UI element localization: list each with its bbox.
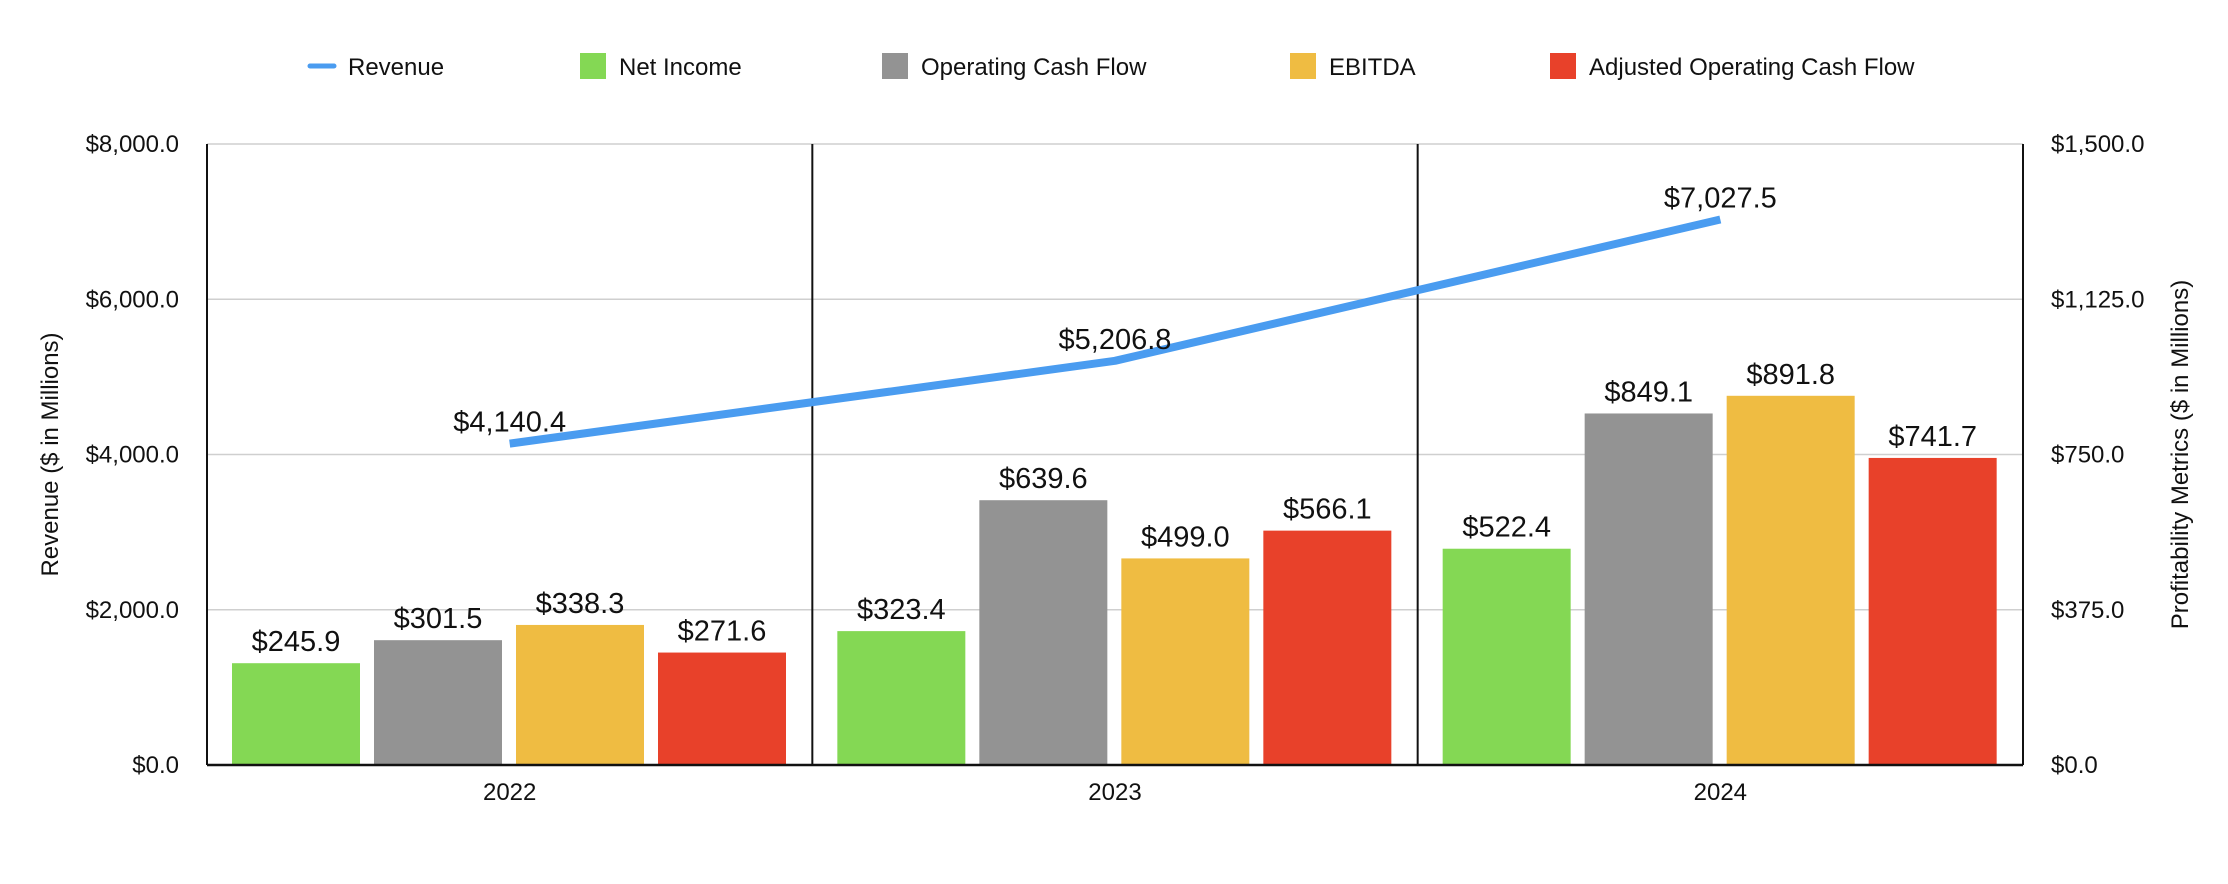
bar-data-label: $849.1 xyxy=(1604,376,1693,408)
y-right-tick-label: $0.0 xyxy=(2051,752,2098,779)
bar xyxy=(658,652,786,765)
legend-label: Net Income xyxy=(619,54,742,81)
y-left-tick-label: $6,000.0 xyxy=(86,286,179,313)
bar-data-label: $271.6 xyxy=(678,616,767,648)
bar xyxy=(1584,413,1713,765)
x-tick-label: 2023 xyxy=(1088,779,1141,806)
legend-item: EBITDA xyxy=(1290,53,1416,81)
bar xyxy=(979,500,1108,765)
legend-item: Adjusted Operating Cash Flow xyxy=(1550,53,1915,81)
bar-data-label: $639.6 xyxy=(999,463,1088,495)
legend-label: Adjusted Operating Cash Flow xyxy=(1589,54,1915,81)
x-tick-label: 2022 xyxy=(483,779,536,806)
bar-data-label: $301.5 xyxy=(394,603,483,635)
bar xyxy=(1726,395,1855,765)
revenue-data-label: $5,206.8 xyxy=(1059,324,1172,356)
y-left-tick-label: $0.0 xyxy=(132,752,179,779)
bar xyxy=(837,631,966,765)
data-labels: $245.9 $301.5 $338.3 $271.6 $323.4 $639.6 $499… xyxy=(252,182,1977,658)
bar-data-label: $338.3 xyxy=(536,588,625,620)
bar xyxy=(374,640,502,765)
legend-label: Operating Cash Flow xyxy=(921,54,1147,81)
legend-swatch xyxy=(1290,53,1316,79)
y-right-tick-label: $750.0 xyxy=(2051,442,2124,469)
axes: $0.0 $2,000.0 $4,000.0 $6,000.0 $8,000.0 $0.0… xyxy=(37,131,2194,806)
bar xyxy=(1263,530,1392,765)
legend-swatch xyxy=(580,53,606,79)
bar-data-label: $891.8 xyxy=(1746,359,1835,391)
x-tick-label: 2024 xyxy=(1694,779,1747,806)
bar xyxy=(1121,558,1250,765)
revenue-line xyxy=(509,215,1722,448)
revenue-data-label: $7,027.5 xyxy=(1664,182,1777,214)
gridlines xyxy=(207,143,2023,611)
y-right-tick-label: $1,500.0 xyxy=(2051,131,2144,158)
y-left-axis-title: Revenue ($ in Millions) xyxy=(37,332,64,576)
legend-item: Operating Cash Flow xyxy=(882,53,1147,81)
y-right-tick-label: $1,125.0 xyxy=(2051,286,2144,313)
bar xyxy=(1868,457,1997,765)
revenue-data-label: $4,140.4 xyxy=(453,407,566,439)
y-left-tick-label: $8,000.0 xyxy=(86,131,179,158)
legend-label: Revenue xyxy=(348,54,444,81)
bar-data-label: $323.4 xyxy=(857,594,946,626)
legend-swatch xyxy=(1550,53,1576,79)
legend-item: Revenue xyxy=(307,54,444,81)
legend-swatch xyxy=(882,53,908,79)
bar-data-label: $245.9 xyxy=(252,626,341,658)
bar-data-label: $522.4 xyxy=(1462,512,1551,544)
legend-item: Net Income xyxy=(580,53,742,81)
bar xyxy=(516,624,644,765)
bars xyxy=(232,395,1997,765)
y-left-tick-label: $2,000.0 xyxy=(86,597,179,624)
y-right-axis-title: Profitability Metrics ($ in Millions) xyxy=(2167,280,2194,629)
plot-frame xyxy=(206,144,2024,767)
bar-data-label: $566.1 xyxy=(1283,494,1372,526)
y-left-tick-label: $4,000.0 xyxy=(86,442,179,469)
bar-data-label: $499.0 xyxy=(1141,521,1230,553)
bar xyxy=(1442,548,1571,765)
legend-label: EBITDA xyxy=(1329,54,1416,81)
y-right-tick-label: $375.0 xyxy=(2051,597,2124,624)
bar-data-label: $741.7 xyxy=(1888,421,1977,453)
bar xyxy=(232,663,360,765)
legend: Revenue Net Income Operating Cash Flow EBIT… xyxy=(307,53,1915,81)
